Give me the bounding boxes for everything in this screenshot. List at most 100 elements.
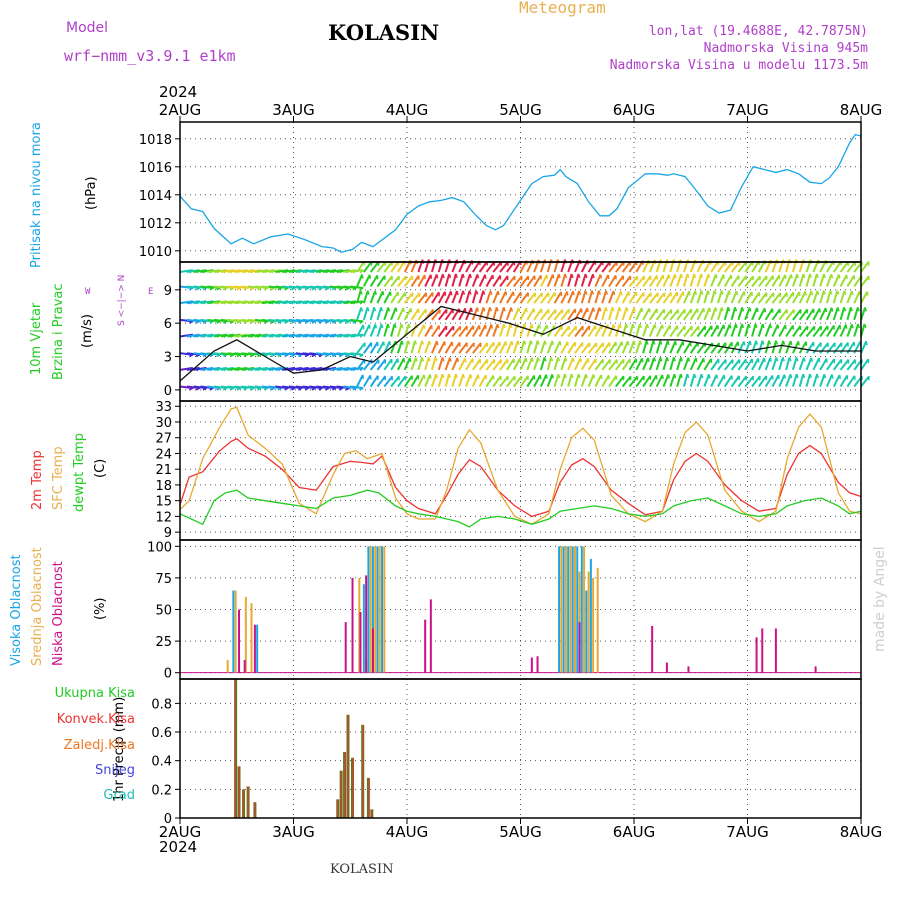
wind-arrow [608, 359, 618, 371]
wind-arrow [282, 300, 296, 305]
wind-arrow [431, 373, 438, 387]
wind-arrow [519, 375, 529, 388]
wind-arrow-head [359, 387, 364, 391]
wind-arrow-head [423, 324, 426, 329]
wind-arrow [689, 373, 696, 387]
wind-arrow-head [427, 357, 431, 362]
wind-arrow [785, 291, 795, 304]
wind-arrow [601, 274, 610, 287]
wind-arrow [553, 291, 563, 304]
wind-arrow-head [652, 340, 656, 345]
wind-arrow [717, 260, 727, 273]
wind-arrow-head [831, 374, 834, 379]
wind-compass-w: W [85, 287, 91, 297]
wind-arrow [574, 342, 584, 354]
bar-visoka-oblacnost [589, 558, 592, 673]
wind-arrow [649, 374, 658, 388]
wind-arrow-head [243, 320, 248, 324]
wind-arrow [437, 357, 444, 371]
wind-arrow [410, 357, 417, 371]
wind-arrow [737, 323, 744, 337]
wind-arrow [437, 341, 446, 354]
wind-arrow-head [673, 374, 677, 379]
wind-arrow [683, 357, 690, 371]
wind-arrow [662, 291, 672, 304]
wind-arrow [710, 260, 720, 273]
wind-arrow [410, 275, 420, 288]
wind-arrow [642, 375, 652, 388]
wind-arrow [839, 324, 847, 337]
wind-arrow-head [784, 274, 787, 279]
cloud-label-mid: Srednja Oblacnost [30, 547, 45, 666]
wind-arrow [261, 366, 275, 371]
wind-arrow [471, 324, 481, 338]
wind-arrow-head [380, 323, 384, 329]
wind-arrow [778, 324, 787, 337]
wind-arrow [241, 300, 255, 305]
wind-arrow [506, 358, 515, 371]
wind-arrow [819, 273, 825, 287]
wind-arrow-head [803, 357, 806, 362]
wind-arrow [723, 307, 730, 321]
bar-visoka-oblacnost [567, 546, 570, 673]
wind-arrow [567, 357, 574, 371]
wind-arrow-head [345, 320, 350, 324]
wind-arrow [207, 333, 221, 338]
wind-arrow [737, 291, 746, 304]
wind-arrow-head [545, 374, 548, 379]
wind-arrow-head [318, 320, 323, 324]
wind-arrow [764, 340, 771, 354]
y-tick-label: 21 [155, 463, 172, 478]
wind-arrow [499, 375, 509, 388]
wind-arrow-head [612, 324, 616, 329]
wind-arrow [832, 290, 839, 304]
wind-arrow [710, 342, 720, 354]
wind-arrow-head [572, 290, 575, 296]
wind-arrow-head [536, 340, 540, 345]
wind-arrow-head [611, 307, 615, 312]
wind-arrow-head [796, 373, 799, 379]
wind-arrow [451, 341, 461, 354]
wind-arrow [492, 359, 503, 371]
wind-arrow [505, 307, 513, 321]
wind-arrow [431, 357, 437, 371]
wind-arrow-head [641, 307, 644, 313]
wind-arrow-head [810, 357, 813, 362]
wind-arrow-head [823, 290, 826, 295]
wind-arrow [724, 359, 734, 371]
wind-arrow-head [789, 374, 793, 379]
wind-arrow-head [202, 387, 207, 391]
wind-arrow [635, 291, 645, 304]
wind-arrow [247, 269, 262, 273]
wind-arrow [826, 358, 836, 371]
wind-arrow [336, 333, 350, 338]
wind-arrow-head [722, 274, 725, 279]
wind-arrow [574, 290, 581, 304]
wind-arrow [791, 357, 798, 371]
y-tick-label: 27 [155, 432, 172, 447]
wind-arrow-head [277, 354, 282, 358]
wind-arrow [567, 341, 577, 354]
wind-arrow-head [243, 354, 248, 358]
wind-arrow [329, 333, 343, 338]
wind-arrow [234, 366, 248, 371]
wind-arrow-head [393, 323, 397, 329]
wind-arrow [662, 374, 670, 387]
wind-arrow [431, 325, 440, 338]
wind-arrow [683, 325, 693, 338]
wind-arrow [601, 341, 611, 354]
wind-arrow [533, 274, 542, 287]
wind-arrow [526, 308, 535, 321]
wind-arrow [424, 292, 434, 304]
wind-arrow [832, 374, 841, 387]
wind-arrow [839, 359, 850, 371]
wind-arrow [682, 373, 689, 387]
wind-arrow [717, 374, 726, 388]
wind-arrow [635, 307, 643, 321]
wind-arrow [533, 324, 541, 337]
x-tick-label-top: 8AUG [840, 101, 882, 119]
wind-arrow-head [216, 387, 221, 391]
wind-arrow [778, 340, 785, 354]
wind-arrow [744, 291, 753, 304]
